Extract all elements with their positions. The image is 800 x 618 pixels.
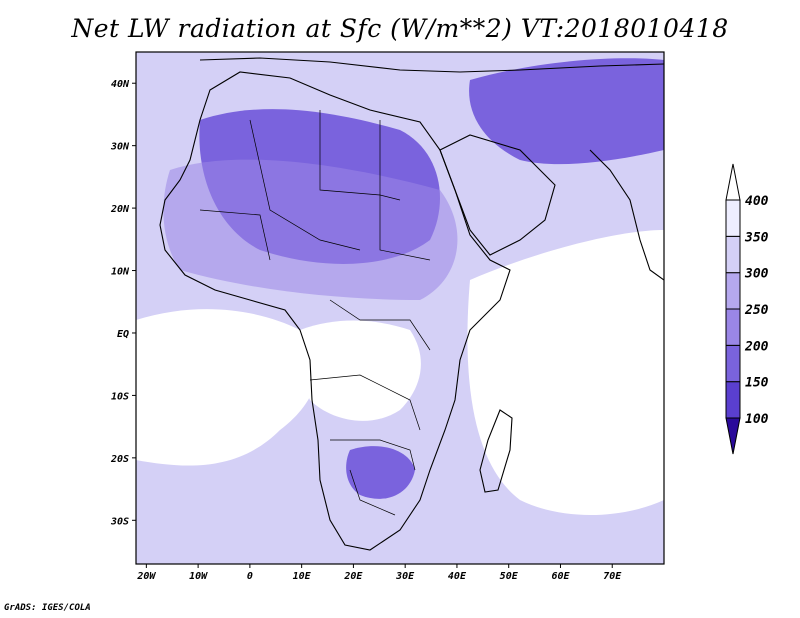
lat-tick-label: 10S (111, 391, 129, 402)
lat-tick-label: 20N (110, 204, 130, 215)
map-title: Net LW radiation at Sfc (W/m**2) VT:2018… (71, 14, 729, 43)
country-borders (199, 110, 431, 516)
colorbar-label: 200 (744, 339, 769, 354)
madagascar-coastline (479, 409, 513, 493)
lon-tick-label: 50E (500, 571, 519, 582)
lat-tick-label: EQ (117, 329, 129, 340)
colorbar-segment (725, 381, 741, 419)
lat-tick-label: 10N (111, 267, 130, 278)
colorbar-label: 350 (744, 230, 769, 245)
colorbar-segment (725, 272, 741, 310)
lon-tick-label: 10W (189, 571, 208, 582)
dry-region-sahel (163, 159, 458, 300)
colorbar: 100 150 200 250 300 350 400 (725, 163, 769, 455)
lon-tick-label: 60E (551, 571, 570, 582)
border-line (379, 120, 431, 261)
india-coastline (589, 149, 664, 281)
colorbar-segment (725, 344, 741, 383)
colorbar-label: 400 (745, 194, 769, 209)
coastlines (159, 57, 664, 551)
lon-tick-label: 40E (448, 571, 467, 582)
lon-tick-label: 0 (247, 571, 253, 582)
lon-tick-label: 70E (603, 571, 622, 582)
colorbar-segment (725, 235, 741, 274)
colorbar-label: 250 (744, 303, 769, 318)
shaded-field (136, 52, 664, 564)
arabia-coastline (439, 134, 556, 256)
colorbar-label: 300 (744, 267, 769, 282)
europe-coastline (199, 57, 664, 73)
cloudy-region-indian-ocean (467, 230, 664, 515)
lon-tick-label: 10E (293, 571, 312, 582)
border-line (199, 209, 271, 261)
colorbar-under-arrow (725, 417, 741, 455)
dry-region-kalahari (346, 446, 415, 499)
border-line (349, 469, 396, 516)
dry-region-middle-east (469, 58, 664, 165)
lon-tick-label: 30E (395, 571, 415, 582)
border-line (249, 119, 361, 251)
colorbar-label: 100 (745, 412, 769, 427)
colorbar-segment (725, 308, 741, 346)
colorbar-label: 150 (745, 376, 769, 391)
lat-tick-label: 30S (110, 516, 129, 527)
cloudy-region-congo (298, 320, 421, 421)
colorbar-segment (725, 199, 741, 237)
lat-tick-label: 20S (110, 454, 129, 465)
lat-tick-label: 40N (111, 79, 130, 90)
longitude-axis: 20W 10W 0 10E 20E 30E 40E 50E 60E 70E (136, 564, 622, 582)
border-line (309, 374, 421, 431)
border-line (329, 299, 431, 351)
lat-tick-label: 30N (110, 142, 130, 153)
latitude-axis: 40N 30N 20N 10N EQ 10S 20S 30S (110, 79, 136, 527)
border-line (330, 439, 416, 471)
cloudy-region-atlantic (136, 309, 318, 466)
grads-credit: GrADS: IGES/COLA (4, 603, 91, 613)
border-line (319, 110, 401, 201)
colorbar-over-arrow (725, 163, 741, 201)
lon-tick-label: 20W (136, 571, 156, 582)
lon-tick-label: 20E (343, 571, 363, 582)
plot-frame (135, 51, 665, 565)
